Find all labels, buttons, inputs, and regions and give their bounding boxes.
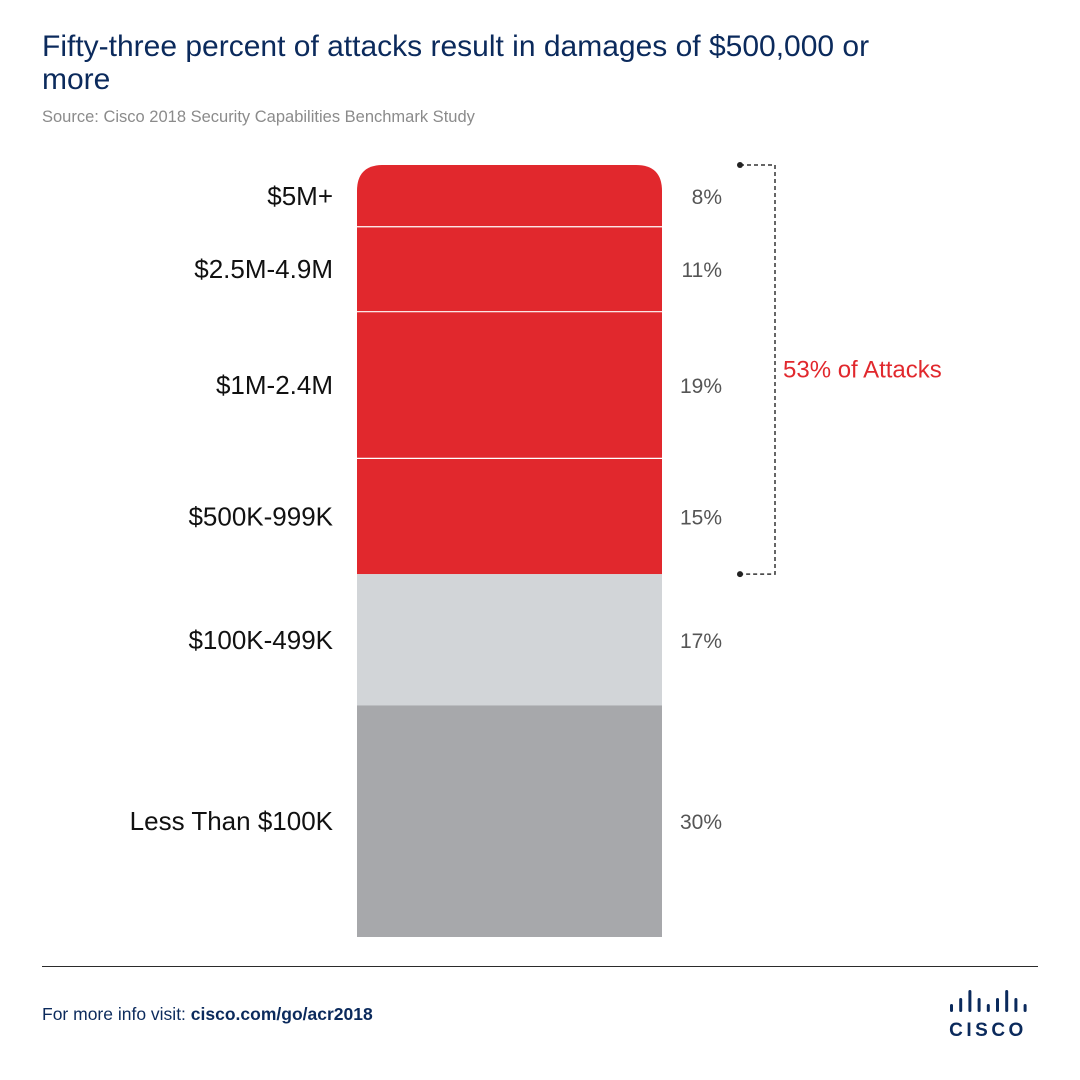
cisco-logo-bar [978, 998, 981, 1012]
stacked-bar-chart: $5M+ $2.5M-4.9M $1M-2.4M $500K-999K $100K-49… [0, 0, 1080, 960]
bar-segments [357, 165, 662, 937]
cisco-logo-bar [987, 1004, 990, 1012]
bracket-dot [737, 571, 743, 577]
bracket-dot [737, 162, 743, 168]
category-label: Less Than $100K [130, 806, 334, 836]
category-labels: $5M+ $2.5M-4.9M $1M-2.4M $500K-999K $100K-49… [130, 181, 334, 836]
bar-segment [357, 227, 662, 312]
category-label: $100K-499K [188, 625, 333, 655]
footer-divider [42, 966, 1038, 967]
footer-text: For more info visit: cisco.com/go/acr201… [42, 1004, 373, 1025]
value-label: 19% [680, 375, 722, 398]
cisco-logo-bar [1024, 1004, 1027, 1012]
value-label: 8% [692, 186, 722, 209]
cisco-logo-bar [968, 990, 971, 1012]
cisco-logo-bar [950, 1004, 953, 1012]
category-label: $1M-2.4M [216, 370, 333, 400]
category-label: $500K-999K [188, 501, 333, 531]
cisco-logo-bar [996, 998, 999, 1012]
category-label: $2.5M-4.9M [194, 254, 333, 284]
cisco-logo: CISCO [946, 990, 1030, 1038]
value-labels: 8% 11% 19% 15% 17% 30% [680, 186, 722, 834]
bar-segment [357, 705, 662, 937]
cisco-logo-bar [1014, 998, 1017, 1012]
footer-link[interactable]: cisco.com/go/acr2018 [191, 1004, 373, 1024]
bar-segment [357, 165, 662, 227]
cisco-logo-bar [959, 998, 962, 1012]
category-label: $5M+ [267, 181, 333, 211]
value-label: 17% [680, 630, 722, 653]
cisco-logo-bars [950, 990, 1027, 1012]
bracket-line [740, 165, 775, 574]
bracket-label: 53% of Attacks [783, 357, 942, 384]
value-label: 15% [680, 506, 722, 529]
cisco-logo-bar [1005, 990, 1008, 1012]
value-label: 30% [680, 811, 722, 834]
bar-segment [357, 458, 662, 574]
bar-segment [357, 574, 662, 705]
value-label: 11% [682, 259, 722, 282]
bar-segment [357, 312, 662, 459]
bracket-group: 53% of Attacks [737, 162, 942, 577]
cisco-logo-wordmark: CISCO [949, 1020, 1027, 1038]
footer-prefix: For more info visit: [42, 1004, 191, 1024]
